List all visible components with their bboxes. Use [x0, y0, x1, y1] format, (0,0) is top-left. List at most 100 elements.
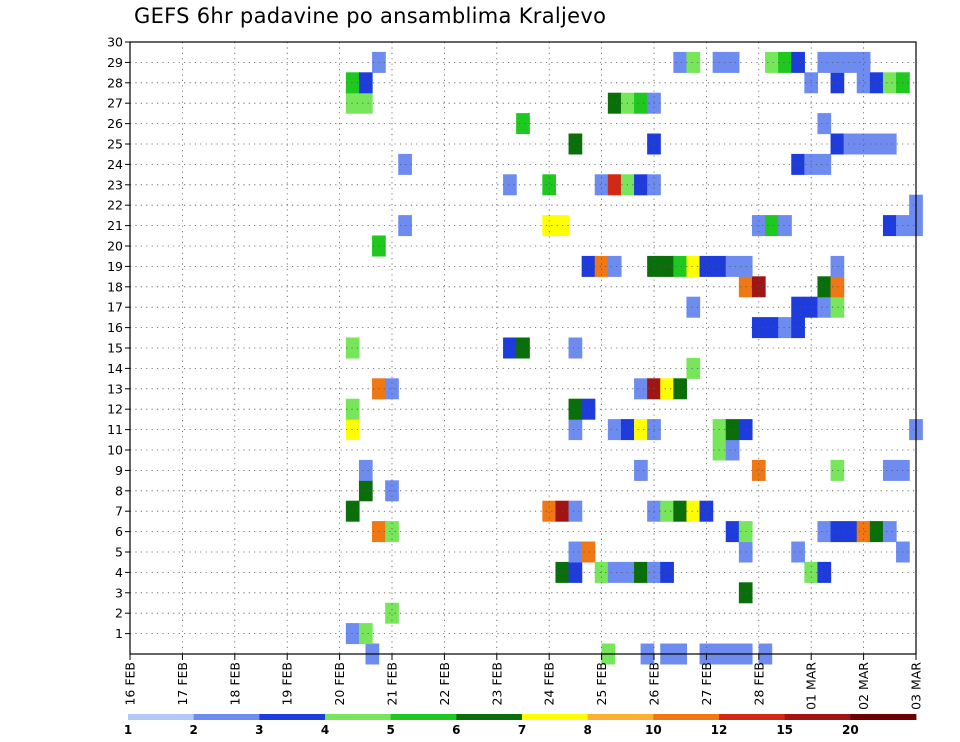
- heatmap-cell: [791, 541, 805, 563]
- heatmap-cell: [568, 500, 583, 522]
- heatmap-cell: [778, 317, 792, 339]
- y-tick-label: 2: [115, 606, 123, 621]
- heatmap-cell: [634, 419, 648, 441]
- heatmap-cell: [385, 521, 399, 543]
- legend-label: 12: [711, 723, 728, 737]
- heatmap-cell: [660, 255, 674, 277]
- heatmap-cell: [725, 51, 740, 73]
- heatmap-cell: [634, 174, 648, 196]
- heatmap-cell: [686, 255, 701, 277]
- heatmap-cell: [869, 133, 884, 155]
- legend-label: 8: [583, 723, 591, 737]
- legend-swatch: [784, 714, 851, 720]
- heatmap-cell: [843, 133, 858, 155]
- x-tick-label: 23 FEB: [489, 662, 504, 706]
- heatmap-cell: [778, 215, 792, 237]
- legend-swatch: [522, 714, 589, 720]
- heatmap-cell: [882, 72, 897, 94]
- heatmap-cell: [765, 215, 779, 237]
- heatmap-cell: [660, 561, 674, 583]
- heatmap-cell: [568, 337, 583, 359]
- y-tick-label: 30: [107, 35, 123, 50]
- y-tick-label: 14: [107, 361, 123, 376]
- heatmap-cell: [882, 215, 897, 237]
- x-tick-label: 03 MAR: [909, 662, 924, 710]
- y-tick-label: 16: [107, 320, 123, 335]
- y-tick-label: 24: [107, 157, 123, 172]
- heatmap-cell: [751, 317, 766, 339]
- heatmap-cell: [686, 51, 701, 73]
- legend-label: 5: [386, 723, 394, 737]
- legend-label: 2: [189, 723, 197, 737]
- heatmap-cell: [345, 500, 360, 522]
- heatmap-cell: [725, 521, 740, 543]
- heatmap-cell: [882, 133, 897, 155]
- y-tick-label: 12: [107, 402, 123, 417]
- y-tick-label: 5: [115, 545, 123, 560]
- heatmap-cell: [882, 459, 897, 481]
- heatmap-cell: [843, 51, 858, 73]
- heatmap-cell: [686, 500, 701, 522]
- heatmap-cell: [882, 521, 897, 543]
- heatmap-cell: [503, 337, 517, 359]
- heatmap-cell: [765, 317, 779, 339]
- x-tick-label: 18 FEB: [227, 662, 242, 706]
- heatmap-cell: [791, 296, 805, 318]
- x-tick-label: 16 FEB: [123, 662, 138, 706]
- heatmap-cell: [699, 255, 714, 277]
- heatmap-cell: [385, 602, 399, 624]
- y-tick-label: 1: [115, 626, 123, 641]
- heatmap-cell: [345, 337, 360, 359]
- y-tick-label: 11: [107, 422, 123, 437]
- heatmap-cell: [345, 92, 360, 114]
- y-tick-label: 7: [115, 504, 123, 519]
- heatmap-cell: [660, 378, 674, 400]
- heatmap-cell: [686, 357, 701, 379]
- legend-swatch: [325, 714, 392, 720]
- legend-label: 20: [842, 723, 859, 737]
- heatmap-cell: [594, 174, 609, 196]
- x-tick-label: 28 FEB: [751, 662, 766, 706]
- heatmap-cell: [398, 153, 412, 175]
- heatmap-cell: [594, 255, 609, 277]
- y-tick-label: 26: [107, 116, 123, 131]
- y-tick-label: 18: [107, 279, 123, 294]
- heatmap-cell: [856, 521, 871, 543]
- heatmap-cell: [358, 72, 373, 94]
- legend-swatch: [128, 714, 195, 720]
- heatmap-cell: [660, 500, 674, 522]
- heatmap-cell: [398, 215, 412, 237]
- heatmap-cell: [607, 419, 622, 441]
- heatmap-cell: [581, 398, 596, 420]
- heatmap-cell: [869, 72, 884, 94]
- legend-swatch: [390, 714, 457, 720]
- y-tick-label: 15: [107, 341, 123, 356]
- heatmap-cell: [778, 51, 792, 73]
- heatmap-cell: [516, 337, 530, 359]
- legend-swatch: [719, 714, 786, 720]
- heatmap-cell: [843, 521, 858, 543]
- heatmap-cell: [607, 92, 622, 114]
- heatmap-cell: [345, 72, 360, 94]
- heatmap-cell: [673, 378, 688, 400]
- heatmap-cell: [856, 51, 871, 73]
- y-tick-label: 22: [107, 198, 123, 213]
- heatmap-cell: [869, 521, 884, 543]
- heatmap-cell: [673, 51, 688, 73]
- heatmap-cell: [345, 398, 360, 420]
- heatmap-cell: [542, 500, 557, 522]
- y-tick-label: 20: [107, 239, 123, 254]
- heatmap-cell: [765, 51, 779, 73]
- heatmap-cell: [634, 561, 648, 583]
- heatmap-cell: [358, 92, 373, 114]
- heatmap-cell: [751, 276, 766, 298]
- y-tick-label: 6: [115, 524, 123, 539]
- heatmap-cell: [817, 276, 832, 298]
- heatmap-cell: [673, 500, 688, 522]
- x-tick-label: 24 FEB: [542, 662, 557, 706]
- heatmap-cell: [358, 480, 373, 502]
- legend-swatch: [850, 714, 917, 720]
- x-tick-label: 27 FEB: [699, 662, 714, 706]
- y-tick-label: 3: [115, 585, 123, 600]
